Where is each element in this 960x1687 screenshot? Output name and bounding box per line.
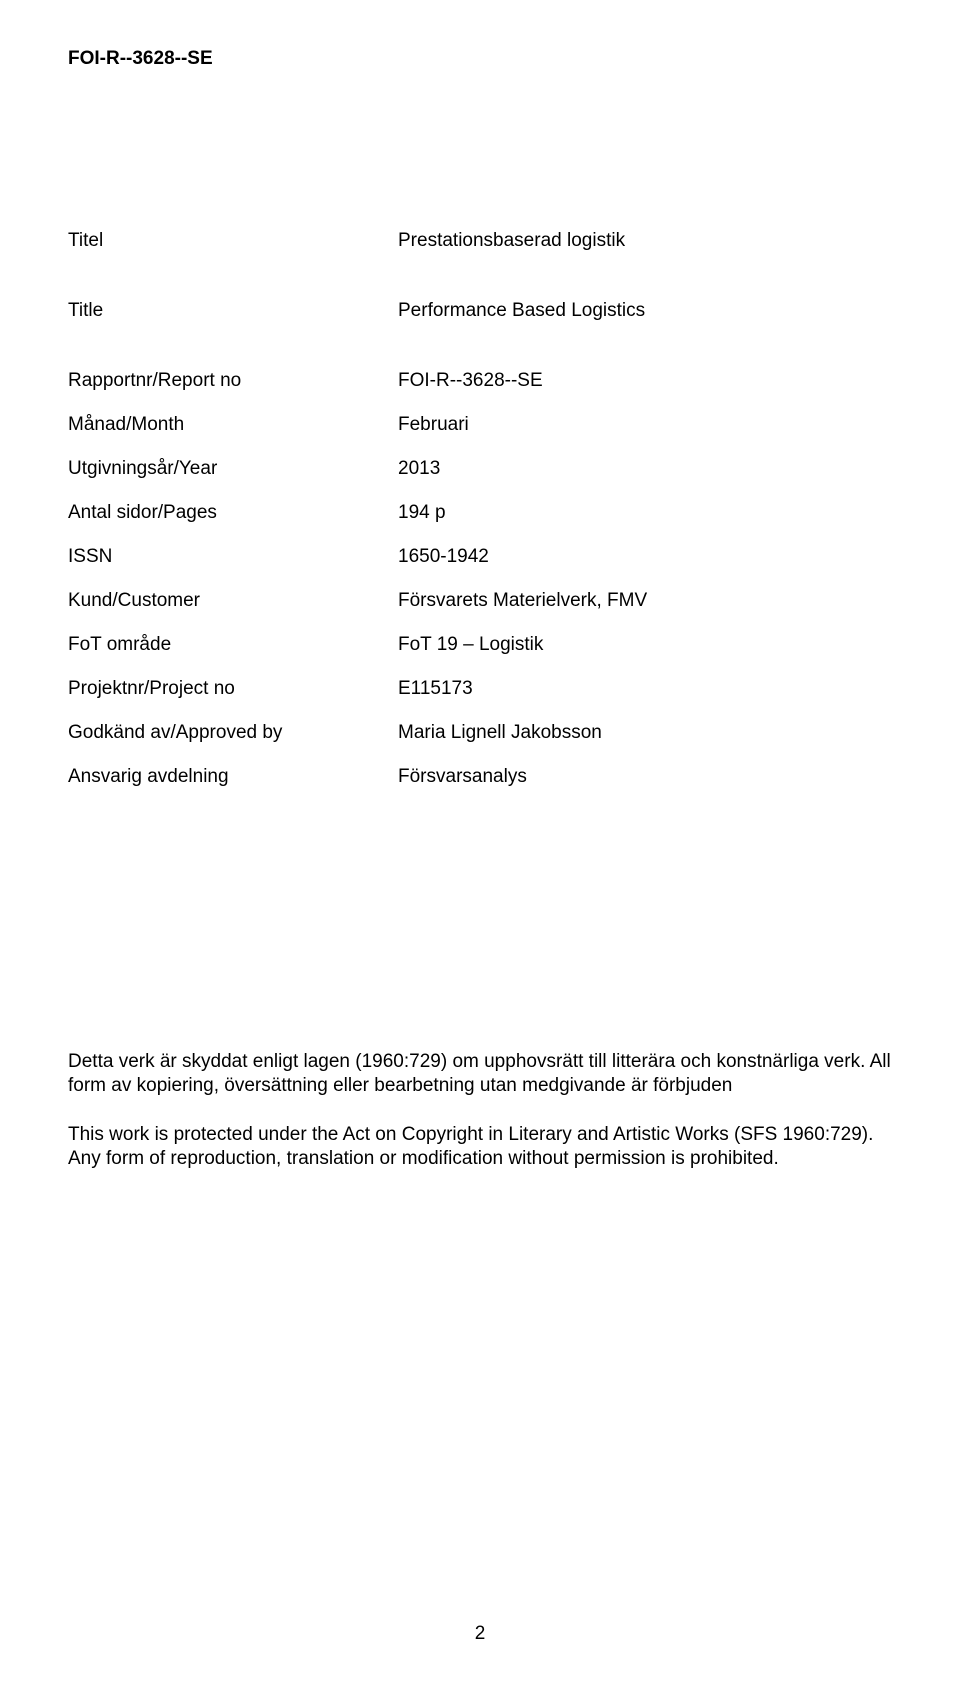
meta-row-project: Projektnr/Project no E115173 (68, 678, 892, 700)
document-id-header: FOI-R--3628--SE (68, 48, 213, 70)
meta-key: Antal sidor/Pages (68, 502, 398, 524)
meta-key: Title (68, 300, 398, 322)
meta-row-area: FoT område FoT 19 – Logistik (68, 634, 892, 656)
meta-val: Försvarsanalys (398, 766, 527, 788)
meta-row-month: Månad/Month Februari (68, 414, 892, 436)
meta-val: 194 p (398, 502, 446, 524)
meta-val: 1650-1942 (398, 546, 489, 568)
meta-val: FOI-R--3628--SE (398, 370, 543, 392)
meta-key: Rapportnr/Report no (68, 370, 398, 392)
meta-row-dept: Ansvarig avdelning Försvarsanalys (68, 766, 892, 788)
legal-block: Detta verk är skyddat enligt lagen (1960… (68, 1050, 892, 1195)
meta-val: Maria Lignell Jakobsson (398, 722, 602, 744)
meta-val: FoT 19 – Logistik (398, 634, 543, 656)
metadata-block: Titel Prestationsbaserad logistik Title … (68, 230, 892, 810)
meta-row-issn: ISSN 1650-1942 (68, 546, 892, 568)
meta-row-report: Rapportnr/Report no FOI-R--3628--SE (68, 370, 892, 392)
page-number: 2 (0, 1623, 960, 1645)
meta-key: Månad/Month (68, 414, 398, 436)
meta-key: ISSN (68, 546, 398, 568)
meta-val: Februari (398, 414, 469, 436)
meta-val: Försvarets Materielverk, FMV (398, 590, 647, 612)
meta-row-approved: Godkänd av/Approved by Maria Lignell Jak… (68, 722, 892, 744)
meta-row-titel: Titel Prestationsbaserad logistik (68, 230, 892, 252)
meta-key: Projektnr/Project no (68, 678, 398, 700)
meta-val: 2013 (398, 458, 440, 480)
meta-row-pages: Antal sidor/Pages 194 p (68, 502, 892, 524)
meta-key: FoT område (68, 634, 398, 656)
meta-val: Performance Based Logistics (398, 300, 645, 322)
legal-paragraph-en: This work is protected under the Act on … (68, 1123, 892, 1172)
meta-key: Kund/Customer (68, 590, 398, 612)
meta-val: E115173 (398, 678, 473, 700)
meta-key: Godkänd av/Approved by (68, 722, 398, 744)
meta-key: Utgivningsår/Year (68, 458, 398, 480)
meta-key: Titel (68, 230, 398, 252)
meta-row-year: Utgivningsår/Year 2013 (68, 458, 892, 480)
legal-paragraph-sv: Detta verk är skyddat enligt lagen (1960… (68, 1050, 892, 1099)
meta-row-customer: Kund/Customer Försvarets Materielverk, F… (68, 590, 892, 612)
meta-val: Prestationsbaserad logistik (398, 230, 625, 252)
meta-row-title: Title Performance Based Logistics (68, 300, 892, 322)
meta-key: Ansvarig avdelning (68, 766, 398, 788)
